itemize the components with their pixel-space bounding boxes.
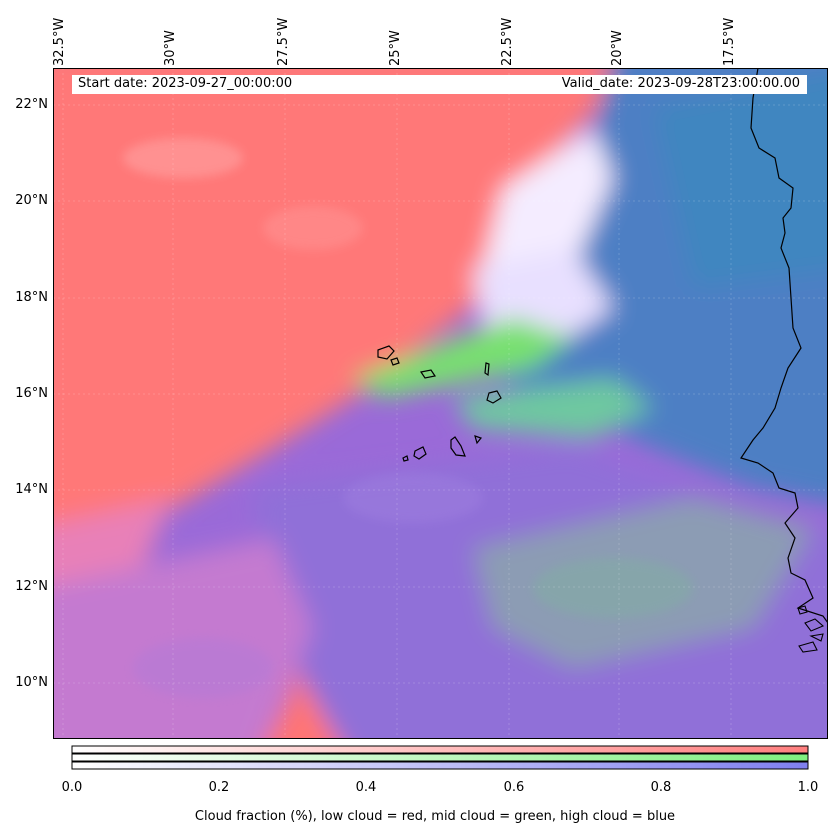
lon-label-27.5W: 27.5°W [276,17,291,66]
colorbar-low-cloud [71,745,809,754]
lon-label-25W: 25°W [388,30,403,66]
lat-label-14N: 14°N [15,482,48,497]
cape-verde-islands [377,345,502,462]
lat-label-12N: 12°N [15,579,48,594]
colorbar-tick-0.0: 0.0 [61,780,83,795]
lon-label-20W: 20°W [610,30,625,66]
colorbar-tick-0.6: 0.6 [503,780,525,795]
colorbar [71,745,809,770]
lat-label-20N: 20°N [15,193,48,208]
lon-label-22.5W: 22.5°W [500,17,515,66]
start-date-label: Start date: 2023-09-27_00:00:00 [78,76,293,91]
colorbar-tick-0.2: 0.2 [208,780,230,795]
cloud-fraction-map [53,68,828,739]
colorbar-tick-0.4: 0.4 [355,780,377,795]
lat-label-16N: 16°N [15,386,48,401]
header-bar [72,75,807,94]
lat-label-22N: 22°N [15,97,48,112]
lon-label-17.5W: 17.5°W [722,17,737,66]
colorbar-mid-cloud [71,753,809,762]
colorbar-high-cloud [71,761,809,770]
colorbar-tick-0.8: 0.8 [650,780,672,795]
lat-label-10N: 10°N [15,675,48,690]
colorbar-tick-1.0: 1.0 [797,780,819,795]
coastline-africa [740,68,828,624]
valid-date-label: Valid_date: 2023-09-28T23:00:00.00 [561,76,800,91]
colorbar-label: Cloud fraction (%), low cloud = red, mid… [194,809,676,824]
lon-label-32.5W: 32.5°W [52,17,67,66]
lon-label-30W: 30°W [163,30,178,66]
lat-label-18N: 18°N [15,290,48,305]
